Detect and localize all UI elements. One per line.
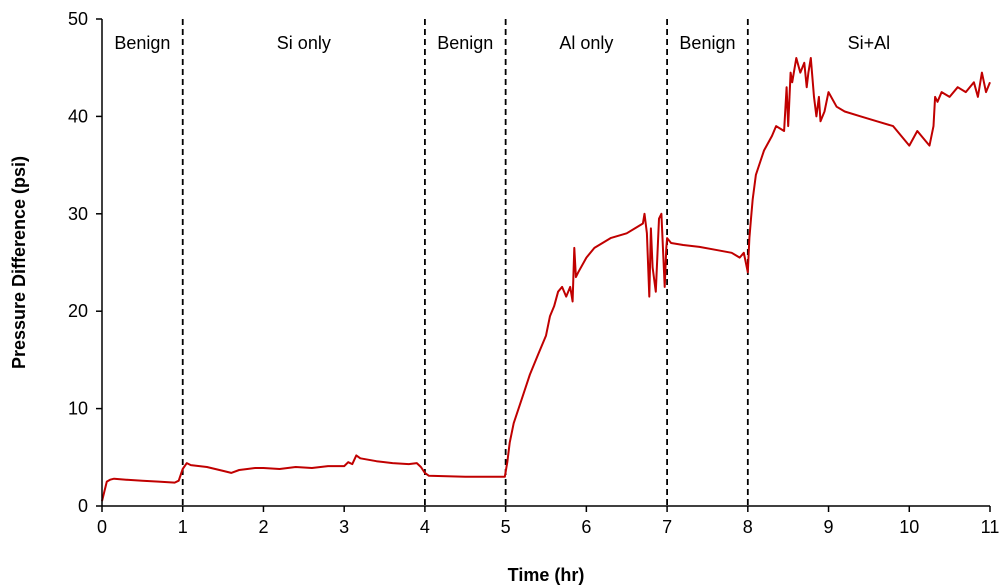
x-tick-label: 8 <box>743 517 753 537</box>
axes <box>101 19 990 507</box>
phase-label: Si+Al <box>848 33 891 53</box>
y-tick-label: 30 <box>68 204 88 224</box>
x-tick-label: 10 <box>899 517 919 537</box>
phase-labels: Benign Si only Benign Al only Benign Si+Al <box>114 33 890 53</box>
x-tick-label: 5 <box>501 517 511 537</box>
x-tick-label: 6 <box>581 517 591 537</box>
y-axis-title: Pressure Difference (psi) <box>9 156 29 369</box>
y-tick-label: 40 <box>68 106 88 126</box>
phase-label: Si only <box>277 33 331 53</box>
phase-label: Al only <box>559 33 613 53</box>
phase-label: Benign <box>114 33 170 53</box>
y-tick-label: 10 <box>68 399 88 419</box>
x-tick-label: 7 <box>662 517 672 537</box>
series-line <box>101 57 991 502</box>
y-tick-label: 20 <box>68 301 88 321</box>
x-tick-label: 2 <box>258 517 268 537</box>
x-tick-label: 0 <box>97 517 107 537</box>
x-axis-title: Time (hr) <box>508 565 585 585</box>
x-tick-label: 1 <box>178 517 188 537</box>
x-tick-label: 3 <box>339 517 349 537</box>
x-ticks: 0 1 2 3 4 5 6 7 8 9 10 11 <box>97 506 999 537</box>
phase-label: Benign <box>679 33 735 53</box>
phase-label: Benign <box>437 33 493 53</box>
y-tick-label: 50 <box>68 9 88 29</box>
y-ticks: 0 10 20 30 40 50 <box>68 9 102 516</box>
x-tick-label: 9 <box>824 517 834 537</box>
x-tick-label: 4 <box>420 517 430 537</box>
x-tick-label: 11 <box>981 517 1000 537</box>
y-tick-label: 0 <box>78 496 88 516</box>
